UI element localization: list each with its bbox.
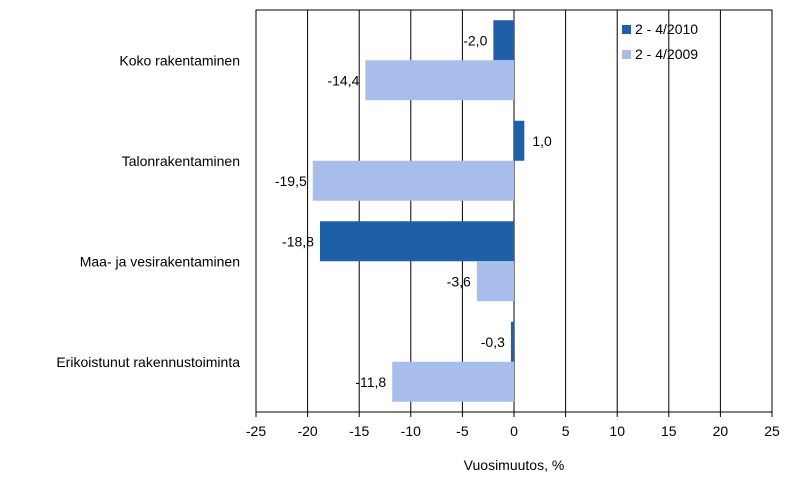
x-tick-label: -25 (246, 423, 266, 439)
data-labels: -2,0 -14,4 1,0 -19,5 -18,8 -3,6 -0,3 -11,8 (275, 32, 552, 390)
data-label: -2,0 (463, 32, 487, 48)
legend-swatch (622, 50, 631, 59)
bar-series-2010 (319, 221, 514, 262)
bar-series-2010 (510, 321, 514, 362)
x-tick-label: 25 (764, 423, 780, 439)
category-label: Talonrakentaminen (122, 153, 240, 169)
category-label: Maa- ja vesirakentaminen (80, 253, 240, 269)
legend-swatch (622, 25, 631, 34)
category-labels: Koko rakentaminen Talonrakentaminen Maa- j… (56, 52, 240, 370)
x-tick-label: -10 (401, 423, 421, 439)
x-tick-label: 0 (510, 423, 518, 439)
category-label: Erikoistunut rakennustoiminta (56, 354, 240, 370)
data-label: 1,0 (532, 133, 552, 149)
data-label: -18,8 (282, 233, 314, 249)
data-label: -3,6 (447, 273, 471, 289)
x-axis-title: Vuosimuutos, % (464, 457, 565, 473)
x-tick-label: -15 (349, 423, 369, 439)
bar-series-2009 (365, 60, 514, 101)
bar-series-2009 (476, 261, 514, 302)
bar-series-2009 (312, 160, 514, 201)
data-label: -0,3 (481, 334, 505, 350)
data-label: -19,5 (275, 173, 307, 189)
data-label: -11,8 (355, 374, 386, 390)
x-tick-labels: -25 -20 -15 -10 -5 0 5 10 15 20 25 (246, 423, 780, 439)
x-tick-label: 15 (661, 423, 677, 439)
legend-label: 2 - 4/2009 (635, 46, 698, 62)
x-tick-label: -5 (456, 423, 469, 439)
x-tick-label: 5 (562, 423, 570, 439)
data-label: -14,4 (327, 72, 359, 88)
legend: 2 - 4/2010 2 - 4/2009 (622, 21, 698, 62)
x-tick-label: 10 (609, 423, 625, 439)
grid-lines (255, 9, 773, 417)
bar-series-2010 (514, 120, 525, 161)
bar-series-2010 (493, 20, 514, 61)
bars (312, 20, 525, 402)
category-label: Koko rakentaminen (119, 52, 240, 68)
bar-series-2009 (392, 361, 514, 402)
legend-label: 2 - 4/2010 (635, 21, 698, 37)
x-tick-label: -20 (297, 423, 317, 439)
x-tick-label: 20 (713, 423, 729, 439)
